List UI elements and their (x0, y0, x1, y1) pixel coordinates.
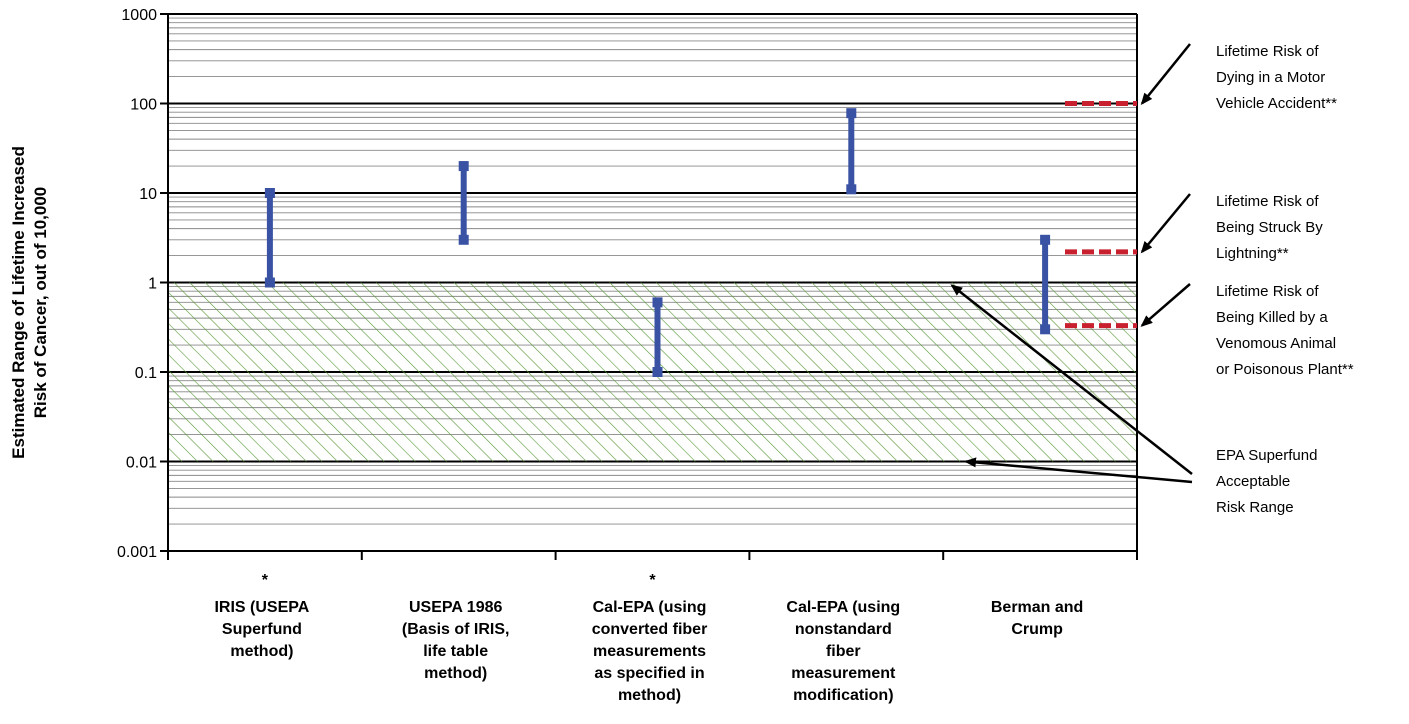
range-high-marker (458, 161, 469, 172)
band-label: Acceptable (1216, 473, 1290, 490)
reference-label: Lightning** (1216, 245, 1289, 262)
category-label: nonstandard (795, 621, 892, 638)
category-label: method) (230, 643, 293, 660)
annotation-layer: Lifetime Risk of Dying in a Motor Vehicle … (950, 43, 1354, 516)
reference-label: or Poisonous Plant** (1216, 361, 1354, 378)
category-label: method) (424, 665, 487, 682)
category-label: IRIS (USEPA (214, 599, 309, 616)
reference-arrow (1140, 193, 1191, 254)
y-tick-label: 0.01 (126, 455, 157, 472)
reference-line-layer (1065, 101, 1137, 329)
y-tick-label: 1 (148, 276, 157, 293)
category-label: (Basis of IRIS, (402, 621, 510, 638)
band-arrow-lower (964, 457, 1193, 484)
y-axis-label-line: Risk of Cancer, out of 10,000 (31, 187, 50, 418)
category-label: method) (618, 687, 681, 704)
category-footnote-marker: * (262, 572, 269, 589)
category-label: measurements (593, 643, 706, 660)
band-label: EPA Superfund (1216, 447, 1317, 464)
category-label: Berman and (991, 599, 1083, 616)
reference-label: Venomous Animal (1216, 335, 1336, 352)
y-tick-label: 0.001 (117, 544, 157, 561)
category-label: Cal-EPA (using (786, 599, 900, 616)
y-tick-label: 10 (139, 186, 157, 203)
range-low-marker (264, 277, 275, 288)
reference-label: Being Killed by a (1216, 309, 1328, 326)
y-tick-label: 1000 (121, 7, 157, 24)
category-label: modification) (793, 687, 893, 704)
reference-label: Vehicle Accident** (1216, 95, 1337, 112)
range-low-marker (1040, 324, 1051, 335)
reference-arrow (1140, 43, 1191, 106)
reference-label: Lifetime Risk of (1216, 193, 1319, 210)
category-label: converted fiber (592, 621, 708, 638)
category-label: fiber (826, 643, 861, 660)
range-low-marker (846, 184, 857, 195)
band-arrow-upper (950, 284, 1193, 475)
category-label: Cal-EPA (using (593, 599, 707, 616)
range-low-marker (458, 234, 469, 245)
y-axis-label-line: Estimated Range of Lifetime Increased (9, 146, 28, 459)
reference-label: Lifetime Risk of (1216, 283, 1319, 300)
range-high-marker (846, 108, 857, 119)
category-footnote-marker: * (649, 572, 656, 589)
data-layer (264, 108, 1051, 377)
reference-label: Being Struck By (1216, 219, 1323, 236)
category-label: life table (423, 643, 488, 660)
reference-label: Dying in a Motor (1216, 69, 1325, 86)
y-axis-label: Estimated Range of Lifetime Increased Ris… (9, 146, 50, 459)
range-high-marker (652, 297, 663, 308)
range-high-marker (1040, 234, 1051, 245)
range-high-marker (264, 188, 275, 198)
label-layer: 1000 100 10 1 0.1 0.01 0.001 Estimated Range of… (9, 7, 1083, 704)
category-label: USEPA 1986 (409, 599, 502, 616)
category-label: Superfund (222, 621, 302, 638)
reference-arrow (1140, 283, 1191, 327)
range-low-marker (652, 367, 663, 377)
category-label: as specified in (594, 665, 704, 682)
reference-label: Lifetime Risk of (1216, 43, 1319, 60)
category-label: measurement (791, 665, 896, 682)
y-tick-label: 0.1 (135, 365, 157, 382)
y-tick-label: 100 (130, 97, 157, 114)
category-label: Crump (1011, 621, 1063, 638)
band-label: Risk Range (1216, 499, 1294, 516)
